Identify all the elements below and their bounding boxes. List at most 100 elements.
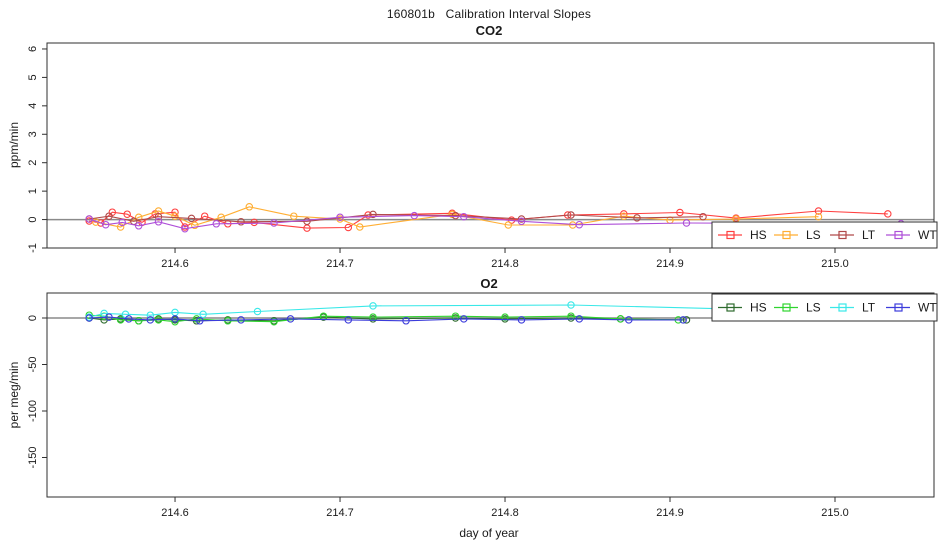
series-line-lt (89, 213, 704, 223)
panel-title-co2: CO2 (475, 23, 503, 38)
data-point-wt (85, 215, 93, 223)
data-point-lt (369, 302, 377, 310)
y-tick-label: 0 (27, 315, 39, 321)
data-point-ls (270, 317, 278, 326)
y-tick-label: -1 (27, 243, 39, 253)
legend-marker-lt (838, 230, 847, 240)
data-point-wt (517, 217, 526, 226)
x-tick-label: 214.8 (491, 507, 519, 519)
data-point-wt (237, 316, 245, 324)
data-point-hs (250, 218, 258, 227)
data-point-ls (504, 221, 513, 229)
data-point-lt (237, 218, 245, 226)
o2-panel-legend: HS LS LT WT (711, 293, 938, 322)
data-point-wt (118, 218, 126, 227)
data-point-hs (814, 207, 823, 215)
data-point-wt (460, 315, 468, 323)
data-point-lt (303, 217, 311, 226)
data-point-ls (448, 210, 456, 219)
data-point-lt (154, 212, 163, 221)
data-point-wt (344, 316, 353, 324)
data-point-lt (451, 211, 460, 220)
co2-panel-y-axis: -1 0 1 2 3 4 5 6 (27, 46, 47, 253)
data-point-wt (270, 219, 278, 227)
y-tick-label: 5 (27, 74, 39, 80)
data-point-ls (116, 316, 125, 324)
y-tick-label: 1 (27, 188, 39, 194)
data-point-wt (625, 316, 633, 324)
data-point-wt (134, 222, 143, 230)
data-point-wt (146, 316, 155, 324)
co2-panel-x-axis: 214.6 214.7 214.8 214.9 215.0 (161, 248, 849, 270)
data-point-ls (116, 223, 125, 231)
x-tick-label: 214.9 (656, 507, 684, 519)
data-point-wt (410, 211, 419, 220)
data-point-wt (682, 219, 691, 227)
data-point-wt (402, 317, 410, 325)
legend-label-lt: LT (862, 228, 876, 242)
legend-label-lt: LT (862, 301, 876, 315)
data-point-wt (212, 220, 221, 228)
data-point-ls (154, 207, 163, 215)
legend-label-wt: WT (918, 228, 937, 242)
data-point-wt (575, 315, 584, 323)
legend-marker-lt (838, 303, 847, 312)
data-point-wt (679, 316, 687, 324)
data-point-ls (814, 212, 823, 221)
data-point-wt (154, 218, 163, 226)
data-point-lt (369, 210, 377, 219)
legend-marker-hs (726, 303, 735, 312)
data-point-wt (336, 213, 344, 222)
legend-marker-ls (782, 303, 791, 312)
main-title: 160801b Calibration Interval Slopes (386, 7, 592, 21)
o2-panel: 214.6 214.7 214.8 214.9 215.0 0 -50 -100 -150 HS L… (27, 292, 938, 519)
data-point-wt (460, 212, 468, 221)
data-point-wt (85, 314, 93, 322)
data-point-lt (146, 311, 155, 319)
o2-panel-series (85, 301, 872, 326)
data-point-wt (517, 316, 526, 324)
legend-marker-wt (894, 230, 903, 240)
data-point-wt (196, 317, 204, 325)
data-point-wt (286, 315, 295, 323)
data-point-ls (356, 223, 364, 231)
series-line-ls (89, 314, 679, 323)
o2-panel-y-axis: 0 -50 -100 -150 (27, 315, 47, 468)
legend-marker-hs (726, 230, 735, 240)
legend-marker-wt (894, 303, 903, 312)
y-tick-label: 3 (27, 131, 39, 137)
data-point-hs (123, 210, 131, 218)
data-point-hs (682, 316, 691, 324)
x-tick-label: 214.7 (326, 507, 354, 519)
x-tick-label: 215.0 (821, 507, 849, 519)
y-tick-label: 4 (27, 103, 39, 109)
data-point-ls (501, 313, 509, 321)
data-point-lt (517, 215, 526, 223)
panel-title-o2: O2 (480, 276, 498, 291)
co2-panel-series (85, 203, 905, 233)
y-tick-label: 2 (27, 160, 39, 166)
data-point-ls (245, 203, 254, 211)
y-tick-label: -100 (27, 400, 39, 422)
legend-marker-ls (782, 230, 791, 240)
x-tick-label: 214.9 (656, 258, 684, 270)
data-point-lt (633, 214, 641, 222)
legend-label-wt: WT (918, 301, 937, 315)
x-tick-label: 214.6 (161, 258, 189, 270)
x-tick-label: 215.0 (821, 258, 849, 270)
data-point-wt (575, 220, 584, 229)
co2-panel: 214.6 214.7 214.8 214.9 215.0 -1 0 1 2 3 4 5 6 HS LS LT… (27, 42, 938, 270)
series-line-wt (89, 215, 902, 230)
y-tick-label: -150 (27, 446, 39, 468)
data-point-ls (616, 315, 625, 323)
legend-label-hs: HS (750, 228, 767, 242)
data-point-wt (125, 315, 133, 323)
data-point-ls (290, 212, 298, 220)
co2-panel-border (46, 42, 935, 249)
data-point-ls (134, 317, 143, 325)
data-point-wt (181, 224, 189, 233)
y-tick-label: 6 (27, 46, 39, 52)
x-axis-label: day of year (459, 526, 519, 540)
data-point-wt (105, 313, 113, 321)
